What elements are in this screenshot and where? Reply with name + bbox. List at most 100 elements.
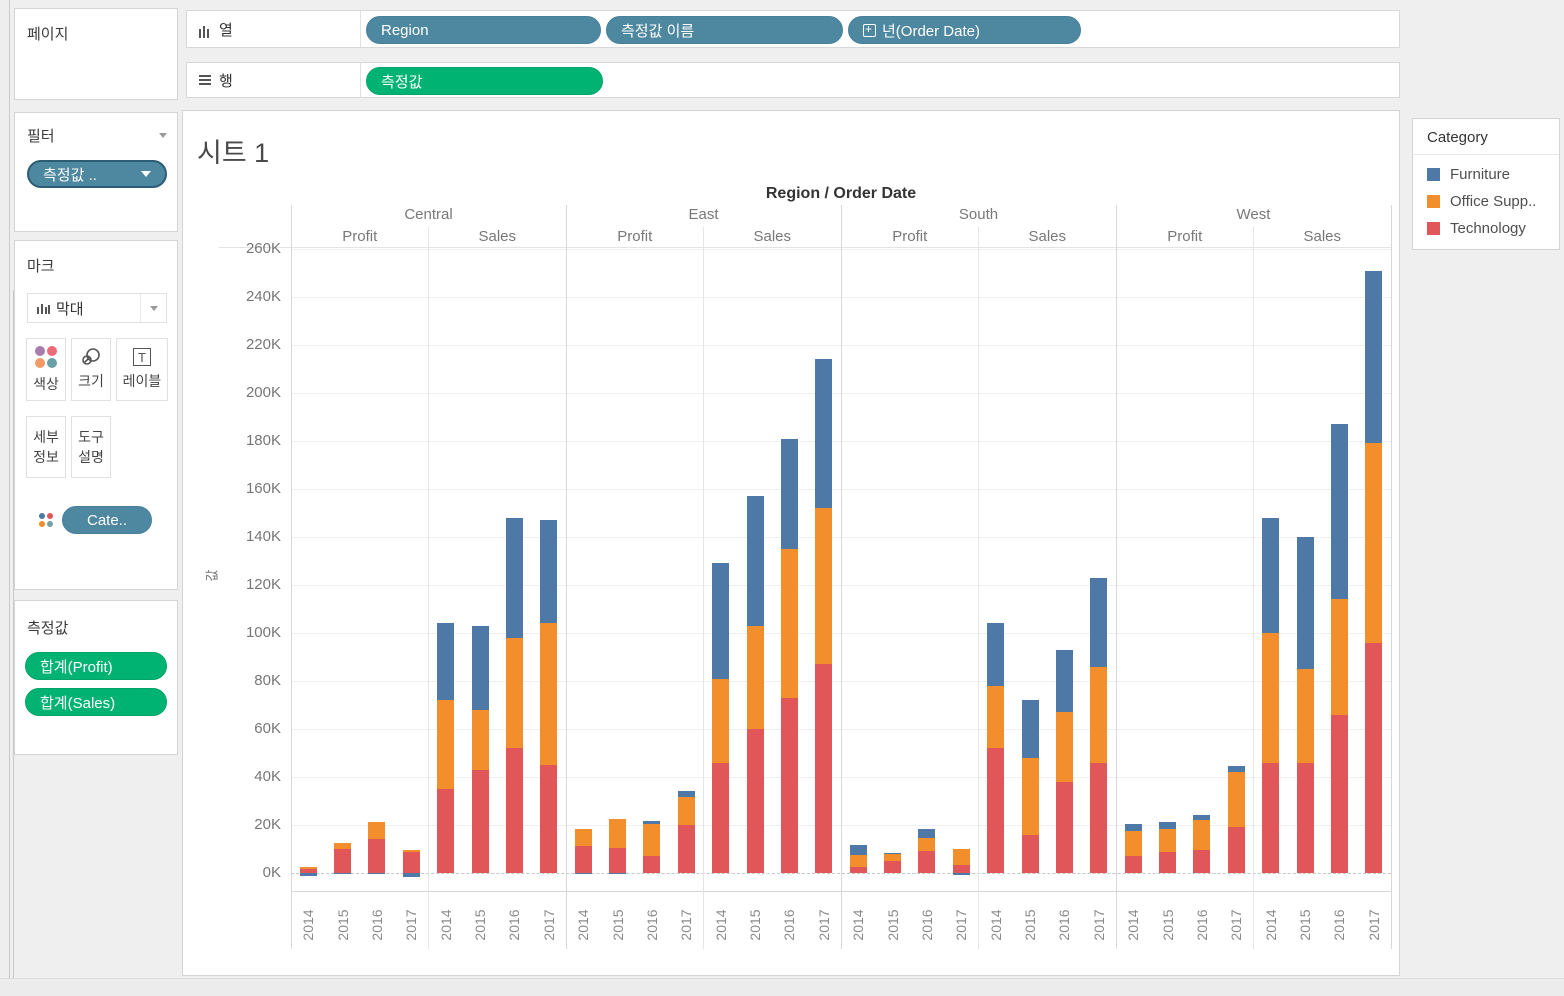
bar-east-profit-2014-office-supplies[interactable] [574, 829, 592, 847]
bar-east-profit-2017-office-supplies[interactable] [677, 797, 695, 826]
bar-west-profit-2014-furniture[interactable] [1124, 824, 1142, 831]
bar-west-sales-2017-technology[interactable] [1365, 642, 1383, 873]
pill-measure-values[interactable]: 측정값 [366, 67, 603, 95]
mark-type-dropdown[interactable]: 막대 [27, 293, 167, 323]
bar-east-sales-2017-office-supplies[interactable] [815, 508, 833, 665]
filters-collapse-icon[interactable] [159, 133, 167, 138]
legend-item-technology[interactable]: Technology [1413, 215, 1559, 242]
bar-central-sales-2014-furniture[interactable] [437, 623, 455, 701]
bar-west-sales-2017-furniture[interactable] [1365, 270, 1383, 444]
bar-south-profit-2017-technology[interactable] [952, 864, 970, 873]
detail-button[interactable]: 세부정보 [26, 416, 66, 478]
marks-panel[interactable]: 마크 막대 색상 크기 T 레이블 세부정보 도구설명 [14, 240, 178, 590]
bar-west-sales-2014-technology[interactable] [1262, 762, 1280, 873]
bar-west-profit-2016-office-supplies[interactable] [1193, 820, 1211, 850]
bar-east-sales-2014-office-supplies[interactable] [712, 678, 730, 763]
category-color-pill[interactable]: Cate.. [62, 506, 152, 534]
rows-shelf[interactable]: 행 측정값 [186, 62, 1400, 98]
legend-card[interactable]: Category Furniture Office Supp.. Technol… [1412, 118, 1560, 250]
bar-east-profit-2017-furniture[interactable] [677, 791, 695, 798]
filters-panel[interactable]: 필터 측정값 .. [14, 112, 178, 232]
bar-east-sales-2014-technology[interactable] [712, 762, 730, 873]
bar-central-profit-2017-furniture[interactable] [402, 873, 420, 877]
bar-south-sales-2016-technology[interactable] [1055, 781, 1073, 873]
bar-west-profit-2015-furniture[interactable] [1159, 822, 1177, 830]
filter-pill-measure-values[interactable]: 측정값 .. [27, 160, 167, 188]
bar-west-profit-2015-office-supplies[interactable] [1159, 829, 1177, 852]
bar-south-sales-2016-furniture[interactable] [1055, 649, 1073, 713]
bar-central-sales-2016-furniture[interactable] [505, 517, 523, 638]
bar-central-sales-2015-technology[interactable] [471, 769, 489, 873]
bar-south-sales-2017-office-supplies[interactable] [1090, 666, 1108, 763]
bar-east-profit-2014-furniture[interactable] [574, 873, 592, 874]
bar-central-sales-2014-office-supplies[interactable] [437, 700, 455, 789]
bar-west-sales-2016-office-supplies[interactable] [1330, 599, 1348, 715]
bar-central-profit-2015-furniture[interactable] [334, 873, 352, 874]
bar-east-profit-2016-furniture[interactable] [643, 821, 661, 824]
bar-east-sales-2015-technology[interactable] [746, 729, 764, 873]
bar-central-profit-2014-furniture[interactable] [299, 873, 317, 877]
label-button[interactable]: T 레이블 [116, 338, 168, 401]
bar-south-profit-2016-office-supplies[interactable] [918, 837, 936, 851]
bar-south-profit-2014-technology[interactable] [849, 867, 867, 873]
measure-values-panel[interactable]: 측정값 합계(Profit) 합계(Sales) [14, 600, 178, 755]
bar-central-profit-2015-technology[interactable] [334, 849, 352, 873]
bar-east-profit-2015-technology[interactable] [609, 848, 627, 873]
bar-south-sales-2015-technology[interactable] [1021, 834, 1039, 873]
bar-south-sales-2017-furniture[interactable] [1090, 577, 1108, 667]
bar-east-profit-2017-technology[interactable] [677, 825, 695, 873]
pages-panel[interactable]: 페이지 [14, 8, 178, 100]
bar-central-profit-2015-office-supplies[interactable] [334, 843, 352, 849]
bar-central-sales-2017-office-supplies[interactable] [540, 623, 558, 765]
bar-south-profit-2015-furniture[interactable] [884, 852, 902, 855]
bar-west-profit-2014-office-supplies[interactable] [1124, 830, 1142, 856]
bar-east-sales-2017-technology[interactable] [815, 664, 833, 873]
bar-west-sales-2017-office-supplies[interactable] [1365, 443, 1383, 643]
caret-down-icon[interactable] [141, 171, 151, 177]
bar-east-profit-2016-technology[interactable] [643, 855, 661, 873]
bar-west-profit-2015-technology[interactable] [1159, 851, 1177, 873]
bar-south-profit-2015-office-supplies[interactable] [884, 854, 902, 862]
size-button[interactable]: 크기 [71, 338, 111, 401]
bar-central-profit-2016-technology[interactable] [368, 838, 386, 873]
bar-east-sales-2014-furniture[interactable] [712, 563, 730, 679]
bar-west-sales-2015-furniture[interactable] [1296, 537, 1314, 669]
bar-west-sales-2015-technology[interactable] [1296, 762, 1314, 873]
bar-east-profit-2014-technology[interactable] [574, 846, 592, 873]
bar-south-sales-2017-technology[interactable] [1090, 762, 1108, 873]
bar-south-profit-2017-office-supplies[interactable] [952, 849, 970, 865]
bar-south-sales-2015-office-supplies[interactable] [1021, 757, 1039, 835]
plus-box-icon[interactable] [863, 22, 876, 37]
bar-south-sales-2016-office-supplies[interactable] [1055, 712, 1073, 782]
bar-west-sales-2014-furniture[interactable] [1262, 517, 1280, 633]
bar-east-profit-2015-furniture[interactable] [609, 873, 627, 874]
bar-west-profit-2016-furniture[interactable] [1193, 814, 1211, 821]
bar-central-profit-2014-office-supplies[interactable] [299, 867, 317, 869]
color-button[interactable]: 색상 [26, 338, 66, 401]
bar-central-profit-2016-furniture[interactable] [368, 873, 386, 874]
bar-south-profit-2017-furniture[interactable] [952, 873, 970, 875]
bar-central-profit-2014-technology[interactable] [299, 868, 317, 873]
bar-central-sales-2016-office-supplies[interactable] [505, 637, 523, 749]
bar-central-sales-2015-furniture[interactable] [471, 625, 489, 710]
bar-central-profit-2017-office-supplies[interactable] [402, 849, 420, 852]
columns-shelf[interactable]: 열 Region 측정값 이름 년(Order Date) [186, 10, 1400, 48]
pill-measure-names[interactable]: 측정값 이름 [606, 16, 843, 44]
bar-east-sales-2015-furniture[interactable] [746, 496, 764, 626]
bar-east-sales-2016-office-supplies[interactable] [780, 549, 798, 698]
bar-west-profit-2017-office-supplies[interactable] [1227, 772, 1245, 827]
bar-west-sales-2016-furniture[interactable] [1330, 424, 1348, 600]
bar-central-sales-2017-furniture[interactable] [540, 520, 558, 624]
bar-west-sales-2015-office-supplies[interactable] [1296, 669, 1314, 763]
bar-central-sales-2014-technology[interactable] [437, 789, 455, 873]
bar-east-sales-2015-office-supplies[interactable] [746, 625, 764, 729]
bar-central-profit-2017-technology[interactable] [402, 851, 420, 873]
bar-south-sales-2014-office-supplies[interactable] [987, 685, 1005, 749]
pill-sum-profit[interactable]: 합계(Profit) [25, 652, 167, 680]
bar-south-profit-2014-office-supplies[interactable] [849, 854, 867, 867]
bar-south-sales-2014-furniture[interactable] [987, 623, 1005, 686]
legend-item-office-supplies[interactable]: Office Supp.. [1413, 188, 1559, 215]
bar-west-profit-2017-technology[interactable] [1227, 826, 1245, 873]
bar-west-profit-2014-technology[interactable] [1124, 855, 1142, 873]
bar-south-sales-2015-furniture[interactable] [1021, 700, 1039, 758]
